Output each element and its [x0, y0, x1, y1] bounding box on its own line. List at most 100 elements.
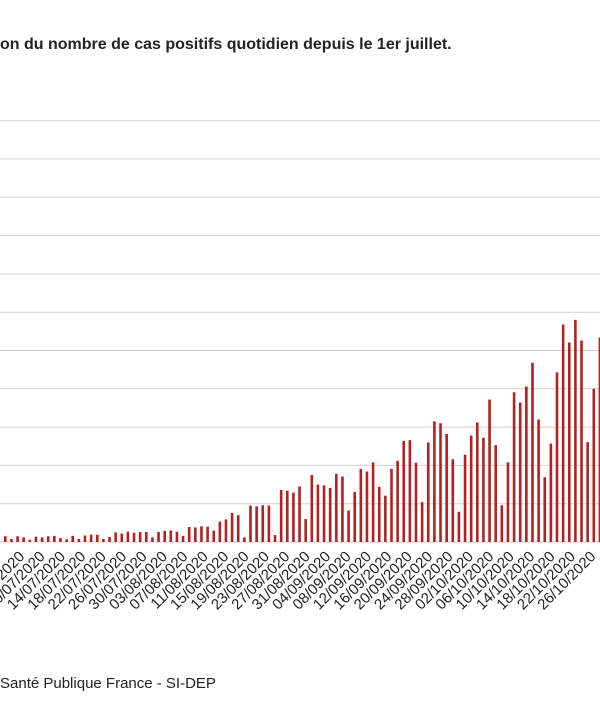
bar: [243, 537, 246, 542]
bar: [463, 454, 467, 542]
bar: [335, 473, 338, 542]
bar: [10, 538, 13, 542]
bar: [451, 459, 455, 542]
bar: [157, 532, 160, 542]
bars: [4, 319, 600, 542]
bar: [433, 421, 436, 542]
bar: [488, 399, 491, 542]
bar: [261, 505, 265, 542]
bar: [457, 511, 461, 542]
bar: [187, 527, 191, 542]
bar: [598, 337, 600, 542]
bar: [426, 442, 430, 542]
bar: [518, 402, 522, 542]
bar: [102, 538, 105, 542]
bar: [316, 484, 320, 542]
bar: [525, 386, 528, 542]
bar: [230, 512, 234, 542]
bar: [377, 486, 381, 542]
bar: [500, 505, 504, 542]
bar: [163, 530, 166, 542]
bar: [169, 530, 173, 542]
bar: [285, 490, 289, 542]
bar: [28, 539, 32, 542]
bar: [22, 537, 25, 542]
bar: [200, 526, 203, 542]
bar: [77, 538, 81, 542]
bar: [322, 485, 326, 542]
bar: [328, 488, 332, 542]
bar: [83, 535, 87, 542]
bar: [273, 535, 277, 542]
source-note: Santé Publique France - SI-DEP: [0, 675, 216, 692]
bar: [580, 340, 583, 542]
bar: [206, 526, 209, 542]
bar: [414, 462, 418, 542]
bar: [365, 471, 369, 542]
bar: [549, 443, 553, 542]
bar: [482, 437, 485, 542]
bar: [543, 477, 547, 542]
bar: [494, 445, 497, 542]
bar: [298, 486, 301, 542]
bar: [402, 440, 406, 542]
bar: [34, 536, 38, 542]
bar: [151, 537, 154, 542]
bar: [555, 372, 559, 542]
bar: [89, 534, 93, 542]
bar: [384, 495, 387, 542]
bar: [59, 538, 62, 542]
bar: [574, 319, 577, 542]
bar: [592, 388, 596, 542]
bar: [506, 462, 510, 542]
bar: [4, 536, 7, 542]
bar: [469, 435, 473, 542]
gridlines: [0, 120, 600, 543]
bar: [567, 342, 571, 542]
bar: [108, 537, 111, 542]
bar: [359, 468, 363, 542]
bar: [95, 534, 99, 542]
bar: [236, 515, 240, 542]
bar: [445, 433, 448, 542]
bar: [304, 519, 307, 542]
bar: [144, 532, 148, 542]
bar: [212, 530, 216, 542]
bar: [126, 531, 130, 542]
bar: [224, 519, 228, 542]
bar: [40, 537, 44, 542]
bar: [586, 442, 589, 542]
bar: [353, 491, 357, 542]
bar: [439, 423, 442, 542]
bar: [310, 474, 314, 542]
chart-title: on du nombre de cas positifs quotidien d…: [0, 36, 452, 53]
bar: [347, 510, 350, 542]
bar: [341, 476, 344, 542]
bar: [390, 468, 393, 542]
bar: [65, 539, 68, 542]
bar: [249, 505, 252, 542]
bar: [420, 502, 424, 542]
bar: [531, 362, 534, 542]
bar: [138, 532, 142, 542]
bar: [267, 505, 271, 542]
bar: [132, 532, 136, 542]
x-axis-ticks: 06/07/202010/07/202014/07/202018/07/2020…: [0, 548, 599, 613]
bar: [194, 527, 197, 542]
bar: [71, 535, 75, 542]
bar: [396, 460, 399, 542]
bar: [181, 535, 185, 542]
bar: [114, 532, 117, 542]
bar: [371, 462, 375, 542]
bar: [46, 536, 50, 542]
bar: [255, 506, 258, 542]
bar: [218, 521, 222, 542]
bar: [292, 492, 295, 542]
bar: [53, 535, 56, 542]
bar: [537, 419, 540, 542]
bar: [408, 440, 412, 542]
bar: [476, 422, 479, 542]
bar: [561, 324, 565, 542]
bar: [16, 536, 19, 542]
